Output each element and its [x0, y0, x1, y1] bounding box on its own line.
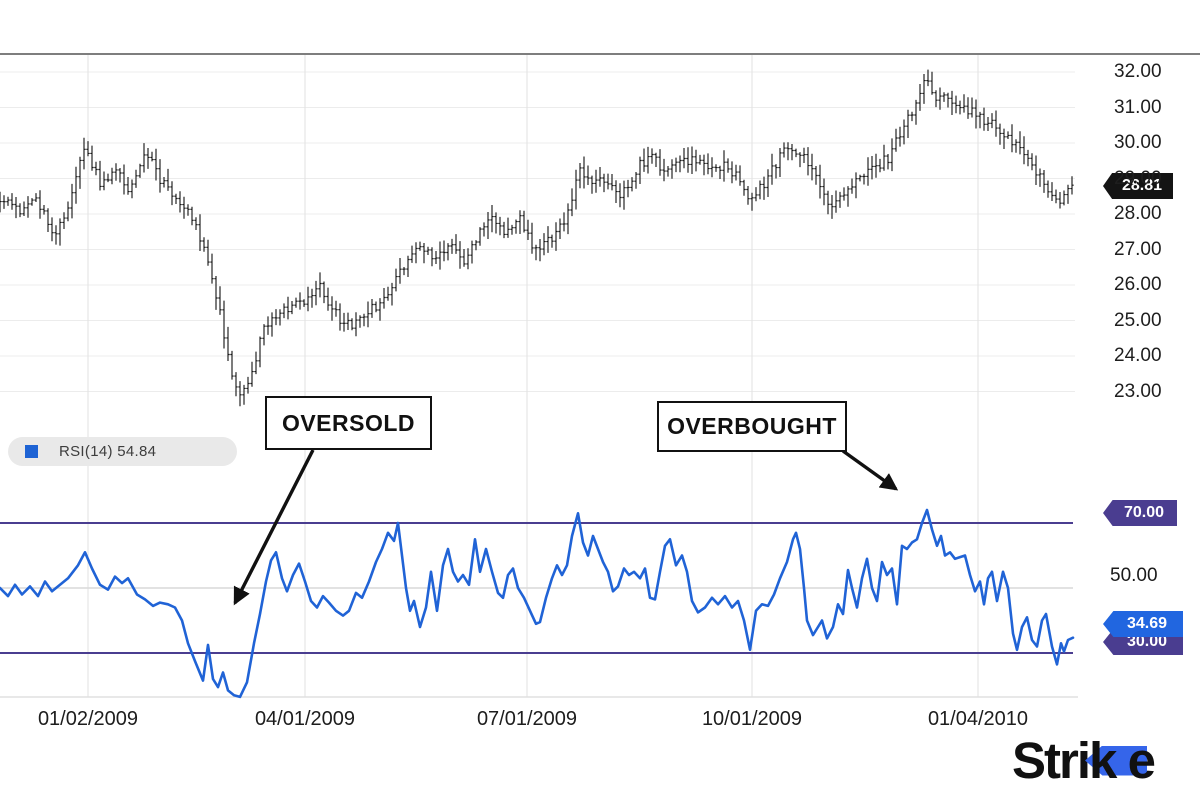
overbought-arrow [842, 449, 899, 491]
price-axis-tick: 29.00 [1114, 167, 1162, 189]
top-border [0, 53, 1200, 55]
oversold-annotation-label: OVERSOLD [281, 409, 416, 436]
price-axis-tick: 32.00 [1114, 61, 1162, 82]
date-axis-label: 07/01/2009 [476, 708, 578, 730]
oversold-annotation-box: OVERSOLD [265, 396, 432, 450]
rsi-mid-label: 50.00 [1110, 565, 1158, 586]
strike-logo: Stri k e [1012, 731, 1156, 789]
logo-text: Stri [1012, 731, 1091, 789]
legend-label: RSI(14) 54.84 [59, 443, 157, 460]
date-axis-label: 01/04/2010 [927, 708, 1029, 730]
overbought-annotation-box: OVERBOUGHT [657, 401, 847, 452]
price-series [0, 69, 1074, 407]
rsi-line-series [0, 508, 1075, 699]
annotation-arrows [233, 449, 899, 606]
price-axis-tick: 27.00 [1114, 238, 1162, 260]
date-axis-label: 01/02/2009 [37, 708, 139, 730]
legend-swatch-icon [25, 445, 38, 458]
price-axis-tick: 23.00 [1114, 380, 1162, 402]
overbought-annotation-label: OVERBOUGHT [667, 413, 837, 439]
price-axis-tick: 25.00 [1114, 309, 1162, 331]
price-last-tag: 28.81 [1103, 173, 1173, 199]
price-axis-tick: 31.00 [1114, 96, 1162, 118]
price-axis-tick: 30.00 [1114, 132, 1162, 153]
price-axis-tick: 26.00 [1114, 274, 1162, 295]
price-axis-tick: 28.00 [1114, 203, 1162, 224]
date-axis-label: 10/01/2009 [701, 708, 803, 730]
logo-letter-e: e [1127, 731, 1156, 789]
chart-gridlines [0, 54, 1078, 698]
oversold-arrow [233, 449, 315, 606]
logo-letter-k: k [1089, 731, 1117, 789]
price-axis-tick: 24.00 [1114, 345, 1162, 366]
rsi-legend[interactable]: RSI(14) 54.84 [8, 437, 237, 466]
rsi-last-tag: 34.69 [1103, 611, 1183, 637]
rsi-overbought-tag: 70.00 [1103, 500, 1177, 526]
date-axis-label: 04/01/2009 [254, 708, 356, 730]
